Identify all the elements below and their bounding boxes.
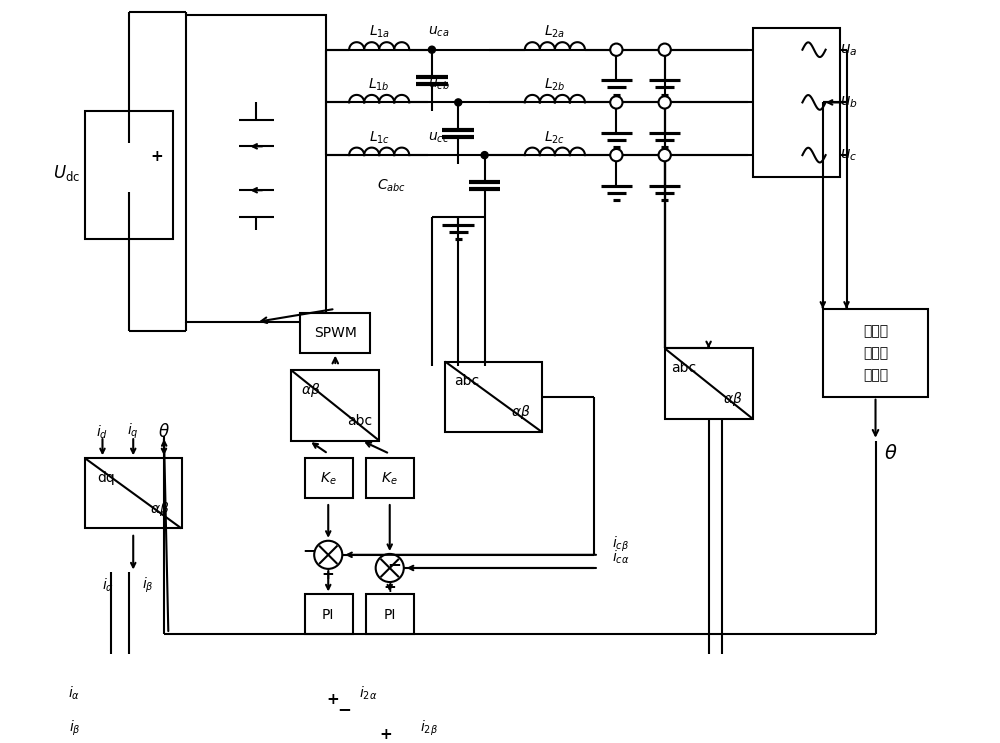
- Bar: [186, 15, 326, 322]
- Text: −: −: [337, 699, 351, 718]
- Text: $L_{1b}$: $L_{1b}$: [368, 77, 390, 93]
- Circle shape: [314, 541, 342, 569]
- Bar: [366, 458, 414, 498]
- Bar: [85, 458, 182, 528]
- Circle shape: [610, 44, 623, 56]
- Text: −: −: [302, 542, 316, 559]
- Text: $U_{\rm dc}$: $U_{\rm dc}$: [53, 163, 81, 183]
- Text: $i_{c\alpha}$: $i_{c\alpha}$: [612, 549, 629, 566]
- Text: 三相电: 三相电: [863, 324, 888, 338]
- Circle shape: [795, 83, 833, 122]
- Text: $i_{c\beta}$: $i_{c\beta}$: [612, 535, 629, 554]
- Text: +: +: [379, 727, 392, 742]
- Bar: [665, 348, 753, 418]
- Text: $i_q$: $i_q$: [127, 422, 139, 441]
- Circle shape: [376, 725, 404, 743]
- Text: $L_{2c}$: $L_{2c}$: [544, 129, 565, 146]
- Text: $i_{\beta}$: $i_{\beta}$: [69, 719, 81, 739]
- Text: $L_{1a}$: $L_{1a}$: [369, 24, 390, 40]
- Bar: [366, 594, 414, 634]
- Circle shape: [659, 149, 671, 161]
- Bar: [445, 362, 542, 432]
- Text: $i_d$: $i_d$: [96, 423, 109, 441]
- Circle shape: [314, 690, 342, 718]
- Bar: [85, 111, 173, 239]
- Text: $u_{cb}$: $u_{cb}$: [428, 77, 449, 92]
- Text: $L_{1c}$: $L_{1c}$: [369, 129, 390, 146]
- Circle shape: [455, 99, 462, 106]
- Text: $\alpha\beta$: $\alpha\beta$: [723, 390, 743, 408]
- Bar: [291, 370, 379, 441]
- Text: +: +: [322, 567, 335, 582]
- Circle shape: [428, 46, 435, 53]
- Text: +: +: [326, 692, 339, 707]
- Bar: [305, 594, 353, 634]
- Text: abc: abc: [671, 361, 697, 375]
- Circle shape: [610, 97, 623, 108]
- Text: $K_e$: $K_e$: [320, 470, 337, 487]
- Text: $u_c$: $u_c$: [840, 147, 858, 163]
- Text: dq: dq: [97, 471, 115, 485]
- Circle shape: [610, 149, 623, 161]
- Text: $C_{abc}$: $C_{abc}$: [377, 178, 406, 194]
- Circle shape: [376, 554, 404, 582]
- Circle shape: [795, 30, 833, 69]
- Text: abc: abc: [347, 414, 372, 428]
- Text: PI: PI: [322, 608, 334, 622]
- Text: abc: abc: [454, 374, 479, 389]
- Bar: [823, 309, 928, 397]
- Text: SPWM: SPWM: [314, 326, 357, 340]
- Circle shape: [795, 136, 833, 175]
- Text: $u_{ca}$: $u_{ca}$: [428, 25, 449, 39]
- Bar: [300, 314, 370, 353]
- Text: −: −: [387, 554, 401, 573]
- Text: $K_e$: $K_e$: [381, 470, 398, 487]
- Text: −: −: [399, 735, 412, 743]
- Circle shape: [481, 152, 488, 158]
- Circle shape: [659, 44, 671, 56]
- Text: $\theta$: $\theta$: [158, 423, 170, 441]
- Text: $\alpha\beta$: $\alpha\beta$: [511, 403, 530, 421]
- Text: $\theta$: $\theta$: [884, 444, 898, 464]
- Text: $\alpha\beta$: $\alpha\beta$: [150, 500, 170, 518]
- Text: $i_{\beta}$: $i_{\beta}$: [142, 576, 154, 595]
- Text: +: +: [151, 149, 164, 164]
- Text: $i_{\alpha}$: $i_{\alpha}$: [68, 685, 81, 702]
- Text: +: +: [383, 580, 396, 595]
- Text: $i_{\alpha}$: $i_{\alpha}$: [102, 577, 115, 594]
- Text: $i_{2\beta}$: $i_{2\beta}$: [420, 719, 438, 739]
- Text: $u_{cc}$: $u_{cc}$: [428, 130, 449, 145]
- Text: $L_{2a}$: $L_{2a}$: [544, 24, 565, 40]
- Text: $u_a$: $u_a$: [840, 42, 858, 57]
- Text: $i_{2\alpha}$: $i_{2\alpha}$: [359, 685, 377, 702]
- Text: 锁相环: 锁相环: [863, 368, 888, 382]
- Bar: [753, 27, 840, 177]
- Bar: [305, 458, 353, 498]
- Text: PI: PI: [384, 608, 396, 622]
- Text: 网电压: 网电压: [863, 345, 888, 360]
- Text: $\alpha\beta$: $\alpha\beta$: [301, 381, 320, 399]
- Text: $u_b$: $u_b$: [840, 94, 858, 110]
- Text: $L_{2b}$: $L_{2b}$: [544, 77, 566, 93]
- Circle shape: [659, 97, 671, 108]
